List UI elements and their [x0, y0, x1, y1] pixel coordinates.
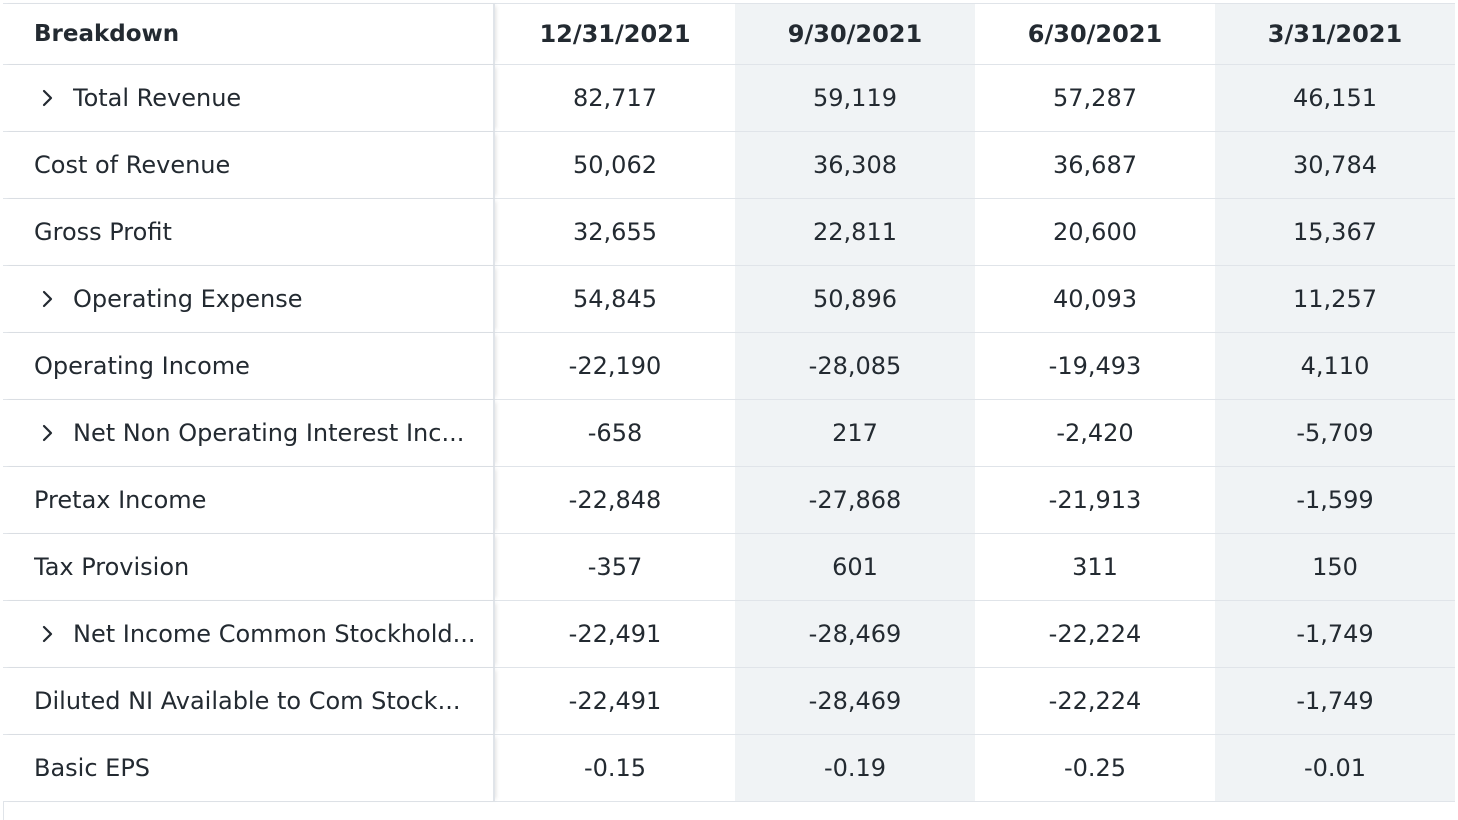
value-cell: -0.19 [735, 735, 975, 801]
value-cell: 36,687 [1053, 151, 1137, 179]
table-row: Net Income Common Stockhold... -22,491 -28… [3, 601, 1455, 668]
table-row: Operating Income -22,190 -28,085 -19,493 4,1… [3, 333, 1455, 400]
chevron-right-icon[interactable] [41, 624, 55, 644]
table-row: Diluted NI Available to Com Stock... -22,… [3, 668, 1455, 735]
value-cell: 40,093 [1053, 285, 1137, 313]
value-cell: -0.01 [1215, 735, 1455, 801]
table-body: Total Revenue 82,717 59,119 57,287 46,151 Cos… [3, 65, 1455, 802]
value-cell: -5,709 [1215, 400, 1455, 466]
chevron-right-icon[interactable] [41, 289, 55, 309]
table-row: Tax Provision -357 601 311 150 [3, 534, 1455, 601]
row-label-cell: Cost of Revenue [3, 132, 495, 198]
row-label: Total Revenue [73, 84, 242, 112]
row-label-cell: Basic EPS [3, 735, 495, 801]
chevron-right-icon[interactable] [41, 423, 55, 443]
value-cell: 150 [1215, 534, 1455, 600]
value-cell: -22,491 [568, 620, 662, 648]
value-cell: -19,493 [1048, 352, 1142, 380]
value-cell: 57,287 [1053, 84, 1137, 112]
row-label-cell: Diluted NI Available to Com Stock... [3, 668, 495, 734]
row-label: Gross Profit [34, 218, 172, 246]
table-row: Gross Profit 32,655 22,811 20,600 15,367 [3, 199, 1455, 266]
row-label-cell[interactable]: Net Income Common Stockhold... [3, 601, 495, 667]
value-cell: -22,491 [568, 687, 662, 715]
value-cell: 601 [735, 534, 975, 600]
row-label-cell: Tax Provision [3, 534, 495, 600]
value-cell: -2,420 [1056, 419, 1134, 447]
value-cell: -1,749 [1215, 601, 1455, 667]
row-label: Cost of Revenue [34, 151, 231, 179]
value-cell: 50,062 [573, 151, 657, 179]
row-label: Operating Expense [73, 285, 303, 313]
value-cell: 36,308 [735, 132, 975, 198]
value-cell: -22,190 [568, 352, 662, 380]
value-cell: 50,896 [735, 266, 975, 332]
value-cell: -1,599 [1215, 467, 1455, 533]
value-cell: -22,224 [1048, 687, 1142, 715]
chevron-right-icon[interactable] [41, 88, 55, 108]
row-label: Basic EPS [34, 754, 151, 782]
column-header-3-31-2021: 3/31/2021 [1215, 4, 1455, 64]
value-cell: 46,151 [1215, 65, 1455, 131]
value-cell: -1,749 [1215, 668, 1455, 734]
row-label: Tax Provision [34, 553, 190, 581]
row-label: Operating Income [34, 352, 250, 380]
value-cell: -28,469 [735, 601, 975, 667]
table-row: Net Non Operating Interest Inc... -658 217… [3, 400, 1455, 467]
value-cell: -0.15 [583, 754, 647, 782]
table-row: Total Revenue 82,717 59,119 57,287 46,151 [3, 65, 1455, 132]
value-cell: -357 [587, 553, 643, 581]
table-row: Pretax Income -22,848 -27,868 -21,913 -1,599 [3, 467, 1455, 534]
row-label: Net Income Common Stockhold... [73, 620, 476, 648]
value-cell: 54,845 [573, 285, 657, 313]
column-header-9-30-2021: 9/30/2021 [735, 4, 975, 64]
value-cell: -22,224 [1048, 620, 1142, 648]
value-cell: 4,110 [1215, 333, 1455, 399]
value-cell: 15,367 [1215, 199, 1455, 265]
value-cell: 32,655 [573, 218, 657, 246]
row-label-cell[interactable]: Operating Expense [3, 266, 495, 332]
value-cell: -658 [587, 419, 643, 447]
breakdown-header: Breakdown [3, 4, 495, 64]
value-cell: 30,784 [1215, 132, 1455, 198]
row-label: Pretax Income [34, 486, 207, 514]
value-cell: -22,848 [568, 486, 662, 514]
value-cell: 22,811 [735, 199, 975, 265]
value-cell: 217 [735, 400, 975, 466]
row-label-cell: Pretax Income [3, 467, 495, 533]
row-label-cell: Gross Profit [3, 199, 495, 265]
row-label: Net Non Operating Interest Inc... [73, 419, 465, 447]
row-label-cell: Operating Income [3, 333, 495, 399]
value-cell: -21,913 [1048, 486, 1142, 514]
table-row: Operating Expense 54,845 50,896 40,093 11,25… [3, 266, 1455, 333]
value-cell: 311 [1072, 553, 1118, 581]
row-label-cell[interactable]: Total Revenue [3, 65, 495, 131]
column-header-12-31-2021: 12/31/2021 [539, 20, 691, 48]
value-cell: -28,085 [735, 333, 975, 399]
column-header-6-30-2021: 6/30/2021 [1027, 20, 1163, 48]
row-label-cell[interactable]: Net Non Operating Interest Inc... [3, 400, 495, 466]
value-cell: -0.25 [1063, 754, 1127, 782]
value-cell: 82,717 [573, 84, 657, 112]
value-cell: 11,257 [1215, 266, 1455, 332]
table-row: Basic EPS -0.15 -0.19 -0.25 -0.01 [3, 735, 1455, 802]
table-header-row: Breakdown 12/31/2021 9/30/2021 6/30/2021… [3, 4, 1455, 65]
financials-table: Breakdown 12/31/2021 9/30/2021 6/30/2021… [3, 3, 1455, 802]
value-cell: 59,119 [735, 65, 975, 131]
value-cell: 20,600 [1053, 218, 1137, 246]
row-label: Diluted NI Available to Com Stock... [34, 687, 461, 715]
value-cell: -28,469 [735, 668, 975, 734]
table-row: Cost of Revenue 50,062 36,308 36,687 30,784 [3, 132, 1455, 199]
value-cell: -27,868 [735, 467, 975, 533]
